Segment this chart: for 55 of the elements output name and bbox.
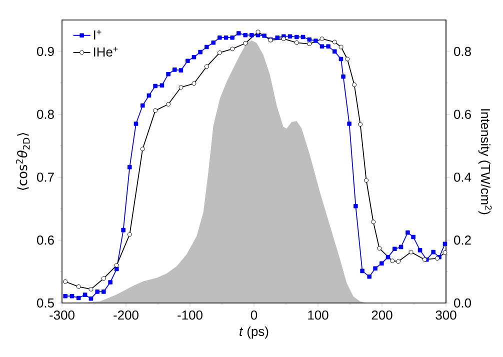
- point: [153, 108, 158, 113]
- x-tick-label: 0: [250, 310, 258, 320]
- point: [390, 258, 395, 264]
- point: [396, 259, 401, 264]
- point: [127, 232, 132, 237]
- point: [243, 41, 248, 46]
- y2-axis-title: Intensity (TW/cm$^{2}$): [478, 109, 492, 214]
- x-tick-label: 100: [308, 310, 328, 320]
- point: [101, 276, 106, 281]
- point: [114, 263, 119, 268]
- x-axis-title: t (ps): [240, 326, 268, 339]
- point: [88, 286, 94, 292]
- y2-tick-label: 0.2: [454, 236, 471, 245]
- point: [320, 36, 324, 42]
- point: [332, 40, 337, 44]
- y-tick-label: 0.8: [36, 110, 54, 119]
- point: [358, 122, 363, 127]
- y2-tick-label: 0.8: [454, 46, 471, 56]
- point: [364, 178, 369, 183]
- point: [230, 46, 235, 52]
- y-tick-label: 0.6: [36, 236, 54, 245]
- point: [256, 30, 260, 34]
- point: [307, 42, 312, 46]
- point: [352, 82, 357, 88]
- y2-tick-label: 0.4: [454, 172, 472, 182]
- y2-tick-label: 0.6: [454, 110, 471, 119]
- point: [204, 64, 209, 69]
- y-axis-title: ⟨cos$^{2}$θ$_{2D}$⟩: [16, 132, 30, 190]
- y-tick-label: 0.5: [36, 298, 54, 308]
- x-tick-label: 200: [372, 310, 392, 320]
- point: [281, 36, 286, 42]
- x-tick-label: -200: [114, 310, 138, 320]
- point: [76, 284, 81, 289]
- point: [422, 257, 427, 262]
- y-tick-label: 0.7: [36, 172, 54, 182]
- point: [442, 250, 448, 255]
- x-tick-label: -100: [178, 310, 202, 320]
- y2-tick-label: 0.0: [454, 298, 472, 308]
- point: [408, 250, 414, 254]
- point: [63, 279, 68, 284]
- point: [345, 56, 350, 62]
- point: [166, 102, 171, 107]
- x-tick-label: -300: [50, 310, 74, 320]
- point: [338, 44, 344, 50]
- point: [294, 40, 299, 45]
- point: [217, 50, 222, 55]
- point: [377, 246, 382, 251]
- y-tick-label: 0.9: [36, 46, 54, 56]
- point: [140, 146, 145, 152]
- x-tick-label: 300: [436, 310, 456, 320]
- point: [371, 220, 376, 224]
- point: [192, 81, 196, 86]
- point: [178, 85, 184, 90]
- legend-label: IHe$^{+}$: [94, 46, 118, 57]
- legend-label: I$^{+}$: [94, 30, 102, 40]
